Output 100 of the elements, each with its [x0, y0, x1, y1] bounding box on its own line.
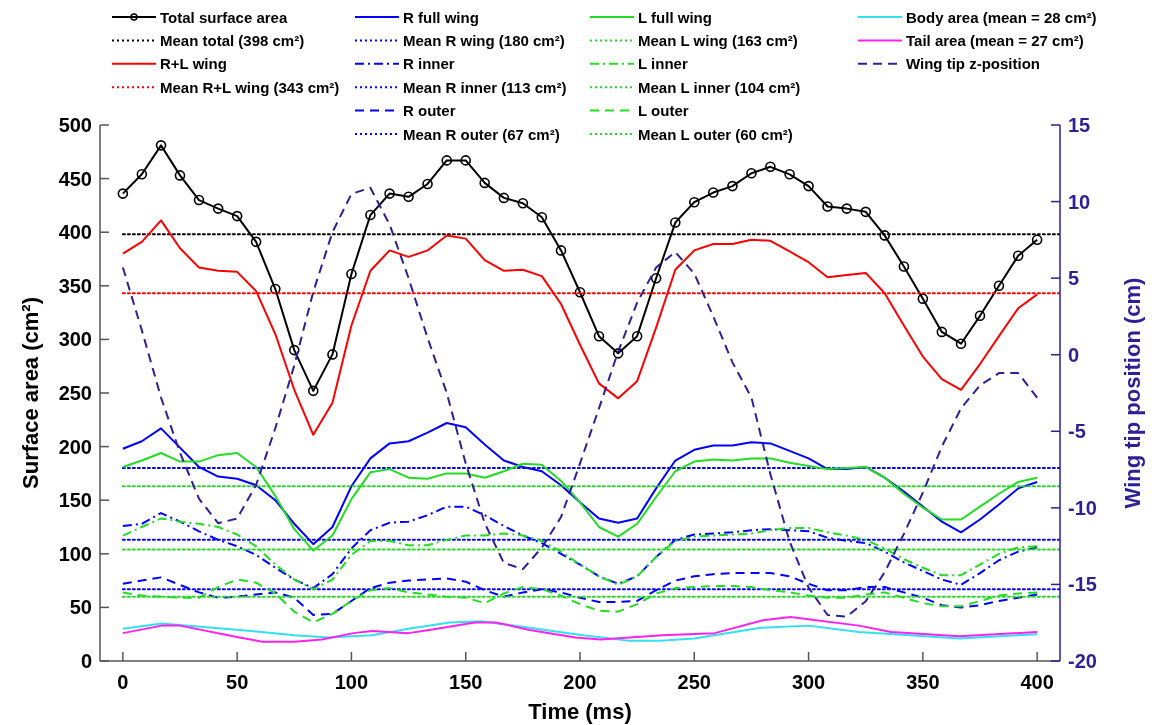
legend-label: L full wing — [638, 8, 712, 26]
y-tick-label: 350 — [58, 274, 92, 297]
point — [517, 197, 529, 209]
point — [555, 245, 567, 256]
y-tick-label: 250 — [58, 382, 92, 404]
point — [670, 217, 681, 228]
y2-tick-label: -20 — [1068, 650, 1097, 672]
point — [479, 177, 490, 189]
y2-tick-label: 10 — [1068, 190, 1091, 213]
y2-tick-label: 5 — [1068, 267, 1080, 290]
point — [174, 170, 186, 181]
point — [270, 283, 281, 295]
y2-tick-label: -10 — [1068, 496, 1097, 519]
x-tick-label: 100 — [334, 671, 369, 693]
point — [1031, 234, 1043, 245]
y-tick-label: 400 — [58, 221, 92, 244]
y2-tick-label: -5 — [1068, 420, 1086, 443]
point — [898, 261, 910, 272]
legend-label: R outer — [403, 102, 456, 120]
point — [784, 169, 795, 180]
line-series — [121, 186, 1039, 618]
point — [365, 209, 376, 221]
point — [307, 385, 319, 397]
point — [841, 203, 853, 214]
y2-tick-label: 0 — [1068, 343, 1080, 366]
point — [460, 155, 472, 166]
y-tick-label: 450 — [58, 167, 92, 190]
point — [688, 196, 700, 208]
point — [860, 206, 872, 218]
y-tick-label: 200 — [58, 435, 92, 458]
legend-label: Tail area (mean = 27 cm²) — [906, 31, 1084, 49]
legend-label: Body area (mean = 28 cm²) — [906, 8, 1097, 26]
y2-tick-label: -15 — [1068, 573, 1097, 596]
point — [612, 348, 624, 359]
point — [193, 194, 205, 206]
y-axis-title: Surface area (cm²) — [18, 297, 43, 489]
legend-label: Mean R inner (113 cm²) — [403, 78, 567, 96]
point — [441, 155, 453, 166]
point — [155, 140, 167, 151]
point — [250, 236, 262, 248]
x-axis-title: Time (ms) — [528, 699, 632, 724]
legend-label: Mean total (398 cm²) — [160, 31, 305, 49]
legend-label: Wing tip z-position — [906, 55, 1040, 73]
legend-label: Mean L inner (104 cm²) — [638, 78, 801, 96]
point — [765, 161, 776, 173]
legend-label: Mean R+L wing (343 cm²) — [160, 78, 340, 96]
point — [212, 203, 224, 214]
legend-label: Mean L wing (163 cm²) — [638, 31, 798, 49]
point — [974, 310, 986, 322]
y-tick-label: 300 — [58, 328, 92, 351]
y-tick-label: 150 — [58, 489, 92, 512]
point — [574, 286, 586, 298]
point — [117, 188, 129, 199]
point — [746, 167, 757, 179]
legend-label: Mean L outer (60 cm²) — [638, 125, 793, 143]
point — [288, 344, 300, 356]
x-tick-label: 300 — [791, 671, 826, 693]
point — [1012, 250, 1024, 262]
legend-label: L inner — [638, 55, 688, 73]
legend-label: Mean R wing (180 cm²) — [403, 31, 565, 49]
point — [650, 273, 662, 284]
point — [536, 211, 548, 223]
point — [955, 338, 967, 349]
point — [593, 330, 605, 342]
y-tick-label: 100 — [58, 542, 92, 565]
y2-tick-label: 15 — [1068, 114, 1091, 136]
x-tick-label: 350 — [906, 671, 940, 693]
point — [879, 230, 890, 241]
point — [822, 201, 833, 212]
x-tick-label: 0 — [117, 671, 129, 693]
point — [936, 326, 948, 338]
legend-label: R inner — [403, 55, 455, 73]
point — [631, 330, 643, 342]
y2-axis-title: Wing tip position (cm) — [1120, 277, 1145, 509]
point — [422, 178, 433, 190]
x-tick-label: 400 — [1020, 671, 1054, 693]
x-tick-label: 250 — [677, 671, 711, 693]
point — [136, 169, 148, 180]
legend-label: R+L wing — [160, 55, 227, 73]
point — [327, 349, 338, 360]
point — [498, 192, 510, 204]
x-tick-label: 50 — [226, 671, 249, 693]
legend-label: Mean R outer (67 cm²) — [403, 125, 560, 143]
point — [346, 268, 357, 280]
point — [707, 187, 719, 198]
y-tick-label: 0 — [80, 650, 92, 672]
x-tick-label: 150 — [449, 671, 483, 693]
point — [231, 210, 243, 222]
x-tick-label: 200 — [563, 671, 597, 693]
legend-label: R full wing — [403, 8, 479, 26]
point — [727, 180, 738, 192]
y-tick-label: 50 — [69, 596, 92, 619]
point — [803, 180, 814, 192]
point — [993, 280, 1005, 292]
legend-label: Total surface area — [160, 8, 288, 26]
point — [384, 188, 395, 199]
y-tick-label: 500 — [58, 114, 92, 136]
legend-label: L outer — [638, 102, 689, 120]
point — [917, 293, 929, 304]
point — [403, 191, 414, 203]
